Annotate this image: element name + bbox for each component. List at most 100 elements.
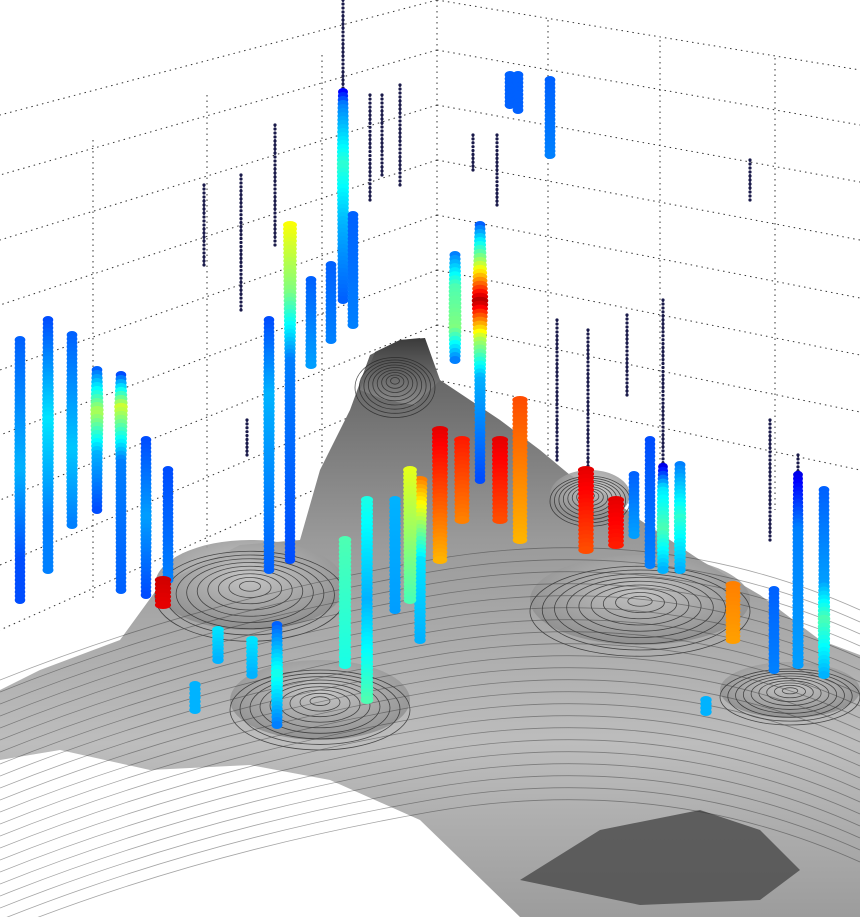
well-sample-point xyxy=(305,361,317,369)
well-sample-point xyxy=(368,149,372,154)
well-sample-point xyxy=(245,418,249,422)
well-sample-point xyxy=(273,147,277,151)
well-sample-point xyxy=(792,661,804,669)
well-sample-point xyxy=(768,666,780,674)
well-sample-point xyxy=(239,185,243,189)
well-sample-point xyxy=(661,445,665,449)
well-sample-point xyxy=(380,173,384,177)
well-column xyxy=(389,496,401,614)
well-sample-point xyxy=(341,30,345,34)
well-column xyxy=(673,461,687,574)
well-column xyxy=(431,426,449,564)
well-sample-point xyxy=(273,215,277,219)
well-column xyxy=(656,298,670,574)
well-column xyxy=(189,681,201,714)
well-column xyxy=(471,133,475,172)
well-sample-point xyxy=(661,417,665,421)
well-sample-point xyxy=(608,541,624,549)
well-sample-point xyxy=(586,336,590,340)
well-sample-point xyxy=(555,418,559,422)
well-sample-point xyxy=(273,187,277,191)
well-sample-point xyxy=(661,322,665,326)
well-sample-point xyxy=(273,167,277,171)
well-sample-point xyxy=(398,115,402,119)
well-sample-point xyxy=(768,498,772,502)
well-sample-point xyxy=(661,409,665,413)
well-sample-point xyxy=(748,186,752,190)
well-sample-point xyxy=(495,187,499,192)
well-column xyxy=(586,328,590,472)
well-sample-point xyxy=(661,401,665,405)
well-sample-point xyxy=(555,426,559,430)
well-sample-point xyxy=(661,342,665,346)
well-sample-point xyxy=(202,203,206,207)
well-sample-point xyxy=(512,536,528,544)
well-sample-point xyxy=(796,465,800,469)
well-series xyxy=(14,0,831,729)
well-sample-point xyxy=(495,180,499,184)
well-sample-point xyxy=(341,46,345,50)
well-sample-point xyxy=(768,434,772,438)
well-sample-point xyxy=(578,546,594,554)
well-sample-point xyxy=(555,442,559,446)
well-column xyxy=(454,436,470,524)
well-sample-point xyxy=(368,97,372,101)
well-sample-point xyxy=(661,302,665,306)
well-sample-point xyxy=(495,160,499,164)
well-sample-point xyxy=(398,155,402,159)
well-sample-point xyxy=(202,199,206,203)
well-sample-point xyxy=(768,442,772,446)
well-sample-point xyxy=(661,334,665,338)
well-sample-point xyxy=(380,149,384,153)
well-sample-point xyxy=(140,591,152,599)
well-sample-point xyxy=(495,191,499,195)
well-sample-point xyxy=(273,231,277,235)
well-sample-point xyxy=(586,328,590,332)
well-sample-point xyxy=(341,82,345,86)
well-sample-point xyxy=(492,516,508,524)
well-sample-point xyxy=(273,143,277,147)
well-sample-point xyxy=(555,446,559,450)
well-sample-point xyxy=(398,151,402,155)
well-sample-point xyxy=(768,514,772,518)
well-column xyxy=(512,396,528,544)
well-sample-point xyxy=(341,10,345,14)
well-sample-point xyxy=(586,384,590,388)
well-sample-point xyxy=(398,83,402,87)
well-sample-point xyxy=(398,103,402,107)
well-column xyxy=(644,436,656,569)
well-sample-point xyxy=(202,247,206,251)
well-sample-point xyxy=(661,298,665,302)
well-sample-point xyxy=(495,176,499,180)
well-column xyxy=(607,496,625,549)
well-sample-point xyxy=(661,369,665,374)
well-sample-point xyxy=(628,531,640,539)
well-sample-point xyxy=(471,168,475,172)
well-sample-point xyxy=(454,516,470,524)
well-column xyxy=(66,331,78,529)
well-sample-point xyxy=(555,390,559,394)
well-sample-point xyxy=(625,345,629,349)
well-sample-point xyxy=(403,596,417,604)
well-sample-point xyxy=(495,199,499,203)
well-sample-point xyxy=(555,374,559,378)
well-sample-point xyxy=(246,671,258,679)
well-sample-point xyxy=(202,211,206,215)
well-sample-point xyxy=(555,342,559,346)
well-sample-point xyxy=(202,215,206,219)
well-sample-point xyxy=(273,139,277,143)
well-column xyxy=(90,366,104,514)
well-sample-point xyxy=(273,155,277,159)
well-sample-point xyxy=(239,181,243,185)
well-sample-point xyxy=(398,99,402,103)
well-sample-point xyxy=(555,358,559,362)
well-sample-point xyxy=(555,434,559,438)
well-sample-point xyxy=(368,166,372,170)
well-sample-point xyxy=(555,354,559,358)
well-sample-point xyxy=(341,54,345,58)
well-sample-point xyxy=(661,433,665,437)
well-sample-point xyxy=(273,239,277,243)
well-sample-point xyxy=(398,127,402,131)
well-column xyxy=(491,436,509,524)
well-sample-point xyxy=(380,141,384,145)
